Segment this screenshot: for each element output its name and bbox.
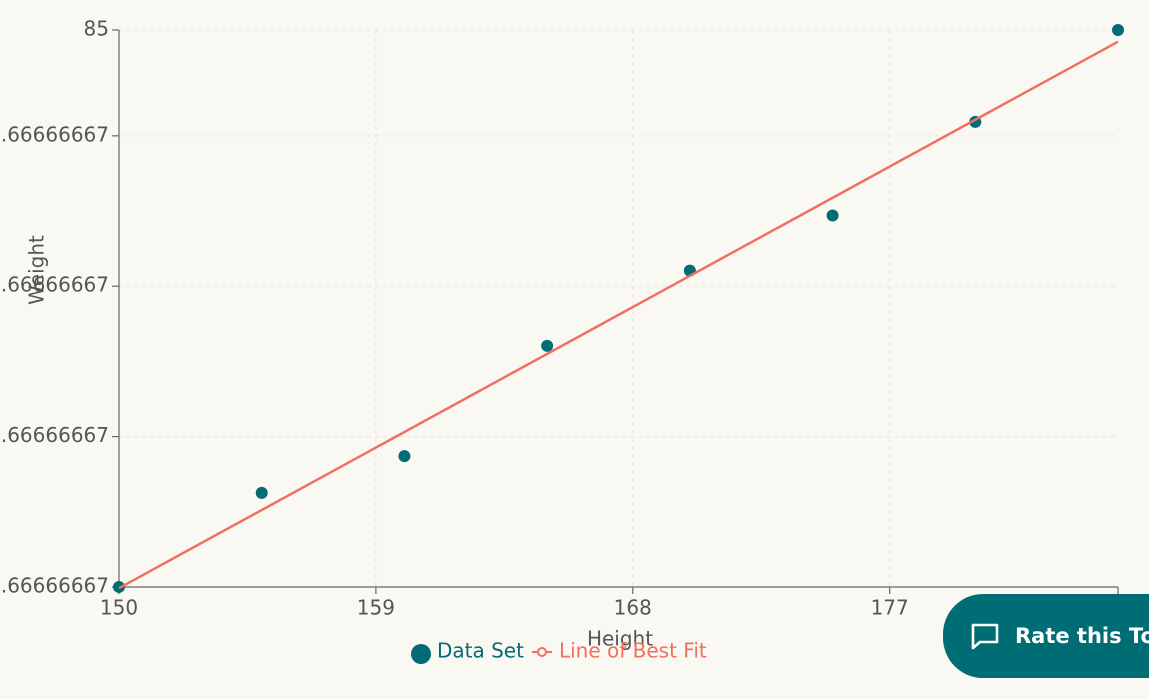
data-point (398, 450, 411, 463)
best-fit-line (118, 40, 1119, 590)
x-axis-title: Height (587, 627, 653, 651)
data-point (541, 339, 554, 352)
rate-label[interactable]: Rate this Tool (1015, 624, 1149, 648)
chat-icon (971, 623, 999, 650)
legend-swatch (536, 647, 547, 657)
data-point (1112, 24, 1124, 36)
legend-label: Data Set (437, 639, 524, 663)
x-tick-label: 159 (357, 596, 395, 620)
y-axis-title: Weight (25, 235, 49, 305)
legend: Data Set Line of Best Fit (411, 639, 707, 664)
rate-button[interactable]: Rate this Tool (943, 594, 1149, 678)
legend-label: Line of Best Fit (559, 639, 707, 663)
data-point (826, 209, 839, 222)
y-tick-label: 60.66666667 (0, 423, 109, 447)
y-tick-label: 78.66666667 (0, 122, 109, 146)
y-tick-label: 69.66666667 (0, 273, 109, 297)
x-tick-label: 150 (100, 596, 138, 620)
y-tick-label: 51.66666667 (0, 574, 109, 598)
y-tick-label: 85 (84, 17, 109, 41)
x-tick-label: 177 (871, 596, 909, 620)
data-point (255, 486, 268, 499)
x-tick-label: 168 (614, 596, 652, 620)
legend-swatch (411, 644, 431, 664)
